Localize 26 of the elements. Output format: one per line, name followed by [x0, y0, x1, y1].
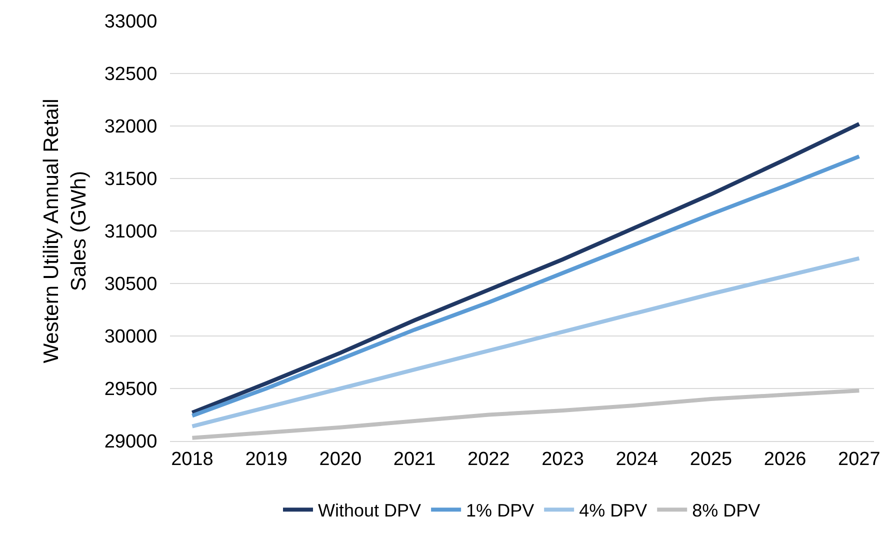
y-tick-label: 30000: [104, 326, 158, 348]
x-tick-label: 2019: [245, 448, 288, 470]
y-tick-label: 29000: [104, 432, 158, 453]
x-tick-label: 2024: [616, 448, 658, 470]
x-tick-label: 2021: [393, 448, 436, 470]
y-tick-label: 31000: [104, 222, 158, 243]
x-tick-label: 2020: [319, 448, 362, 470]
y-axis-title: Western Utility Annual Retail Sales (GWh): [40, 98, 91, 364]
x-tick-label: 2022: [468, 448, 510, 470]
legend-label: 1% DPV: [466, 500, 534, 521]
x-tick-label: 2018: [171, 448, 214, 470]
line-series: [190, 256, 862, 428]
y-tick-label: 33000: [104, 12, 158, 33]
legend-label: 8% DPV: [692, 500, 760, 521]
legend-label: Without DPV: [318, 500, 422, 521]
x-tick-label: 2027: [838, 448, 880, 470]
y-tick-label: 32000: [104, 116, 158, 138]
y-tick-label: 30500: [104, 274, 158, 296]
x-tick-label: 2026: [764, 448, 806, 470]
y-tick-label: 29500: [104, 379, 158, 400]
x-tick-label: 2023: [542, 448, 584, 470]
y-tick-label: 32500: [104, 64, 158, 86]
line-series: [190, 388, 862, 440]
x-tick-label: 2025: [690, 448, 732, 470]
y-tick-label: 31500: [104, 169, 158, 190]
legend-label: 4% DPV: [579, 500, 648, 521]
